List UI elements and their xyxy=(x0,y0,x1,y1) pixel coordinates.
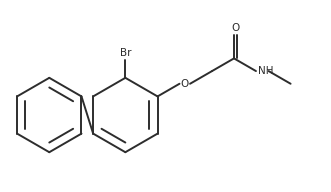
Text: O: O xyxy=(180,79,189,89)
Text: Br: Br xyxy=(119,48,131,58)
Text: NH: NH xyxy=(258,66,273,76)
Text: O: O xyxy=(231,23,240,33)
